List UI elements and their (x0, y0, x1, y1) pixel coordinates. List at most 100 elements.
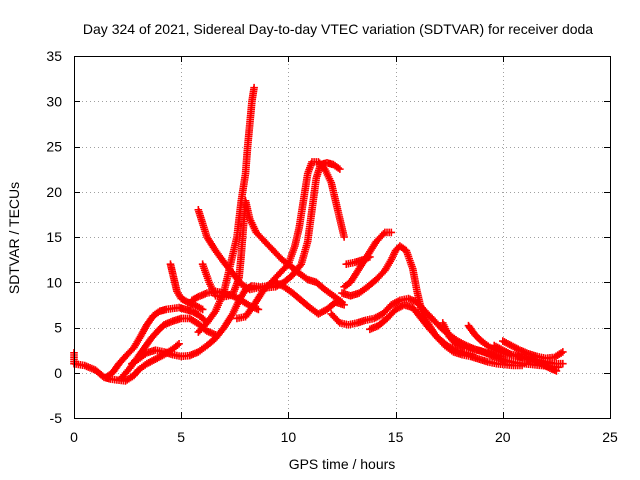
data-trail (328, 311, 343, 326)
data-trail (547, 365, 559, 375)
data-trail (189, 308, 201, 318)
data-trail (131, 334, 144, 350)
data-trail (313, 279, 328, 293)
data-trail (174, 289, 184, 301)
data-point (175, 339, 183, 348)
data-trail (373, 268, 388, 282)
data-trail (322, 286, 336, 299)
data-trail (288, 263, 302, 276)
data-trail (338, 319, 351, 329)
data-trail (479, 338, 493, 350)
data-trail (509, 351, 522, 360)
data-trail (246, 99, 256, 126)
data-trail (346, 319, 359, 329)
series-track-11 (340, 228, 396, 291)
series-track-1 (70, 339, 183, 385)
data-trail (157, 306, 169, 315)
data-trail (526, 354, 539, 364)
data-trail (535, 356, 548, 366)
data-trail (277, 261, 291, 276)
data-trail (212, 325, 227, 341)
x-tick-label: 15 (388, 429, 404, 445)
series-track-10 (233, 158, 348, 323)
data-trail (179, 351, 192, 361)
data-trail (129, 356, 141, 367)
data-trail (273, 279, 287, 290)
data-trail (239, 281, 252, 293)
data-trail (185, 299, 197, 308)
data-trail (136, 350, 149, 362)
data-trail (376, 315, 390, 329)
data-trail (155, 322, 167, 334)
data-trail (384, 307, 398, 321)
data-trail (191, 301, 205, 313)
data-point (254, 305, 263, 314)
series-track-2 (102, 303, 209, 382)
data-trail (471, 345, 484, 355)
data-trail (421, 307, 435, 321)
data-trail (429, 316, 443, 330)
data-trail (304, 208, 316, 244)
x-tick-label: 25 (602, 429, 618, 445)
data-trail (410, 305, 424, 321)
data-trail (239, 297, 252, 309)
data-trail (235, 253, 245, 280)
data-series (70, 83, 567, 385)
data-trail (170, 304, 181, 312)
data-trail (552, 349, 565, 361)
data-trail (472, 332, 484, 344)
data-trail (344, 258, 357, 268)
data-trail (248, 85, 258, 104)
y-tick-label: 0 (54, 365, 62, 381)
series-track-6 (194, 206, 348, 318)
data-trail (397, 243, 409, 254)
data-trail (123, 372, 137, 384)
data-trail (271, 248, 285, 262)
data-trail (195, 320, 210, 335)
data-trail (295, 199, 307, 230)
data-trail (315, 159, 328, 172)
data-trail (256, 282, 269, 292)
data-trail (291, 226, 303, 248)
data-trail (148, 328, 161, 341)
data-trail (436, 335, 450, 349)
data-trail (144, 313, 157, 328)
chart-title: Day 324 of 2021, Sidereal Day-to-day VTE… (83, 21, 593, 37)
data-trail (237, 171, 249, 203)
data-trail (439, 321, 453, 339)
data-trail (500, 347, 514, 358)
data-trail (336, 217, 348, 239)
series-track-5 (166, 260, 207, 314)
data-trail (212, 248, 227, 265)
data-trail (444, 342, 458, 354)
data-trail (492, 342, 505, 354)
x-tick-label: 5 (177, 429, 185, 445)
data-point (552, 367, 561, 375)
data-trail (187, 315, 201, 327)
data-trail (308, 176, 320, 212)
data-trail (227, 235, 241, 266)
data-trail (494, 360, 507, 369)
data-trail (298, 239, 311, 266)
axis-ticks: 0 5 10 15 20 25 -5 0 5 10 15 20 25 30 35 (46, 48, 618, 445)
y-tick-label: 20 (46, 184, 62, 200)
data-trail (153, 351, 167, 363)
data-trail (170, 351, 183, 360)
data-trail (118, 366, 133, 381)
data-trail (204, 309, 219, 326)
data-trail (290, 290, 304, 303)
data-trail (398, 295, 411, 304)
data-trail (418, 316, 433, 332)
data-trail (324, 159, 336, 168)
data-trail (221, 311, 236, 330)
data-trail (222, 291, 235, 301)
data-trail (260, 279, 274, 294)
data-trail (514, 359, 526, 368)
data-trail (176, 304, 188, 313)
data-trail (486, 358, 499, 368)
data-trail (361, 253, 373, 263)
data-trail (103, 370, 115, 380)
data-trail (179, 314, 192, 323)
data-trail (189, 293, 201, 304)
data-trail (251, 289, 266, 307)
